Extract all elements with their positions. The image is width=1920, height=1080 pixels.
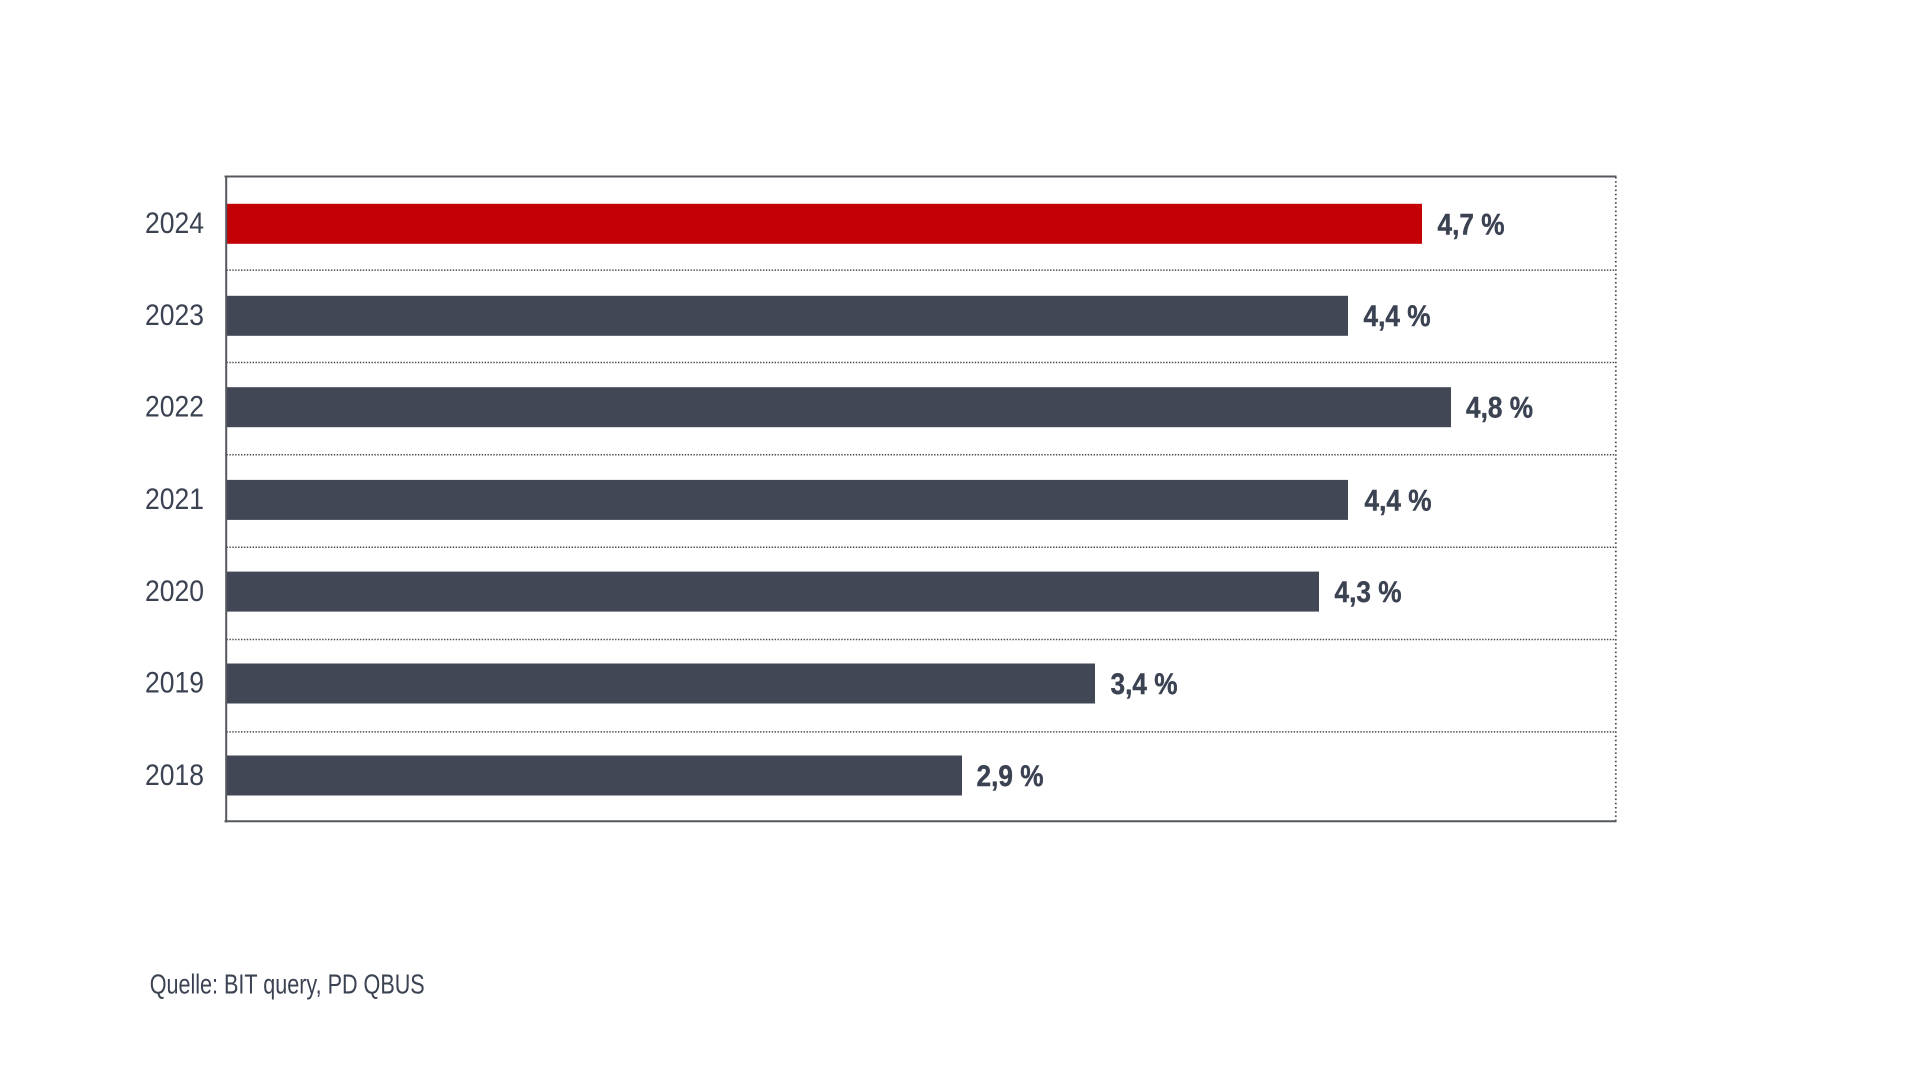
svg-text:4,4 %: 4,4 %	[1365, 484, 1432, 517]
svg-text:Quelle: BIT query, PD QBUS: Quelle: BIT query, PD QBUS	[150, 969, 425, 1000]
svg-text:2020: 2020	[145, 575, 204, 608]
svg-text:4,7 %: 4,7 %	[1438, 208, 1505, 241]
svg-text:4,4 %: 4,4 %	[1364, 300, 1431, 333]
svg-text:3,4 %: 3,4 %	[1111, 668, 1178, 701]
svg-text:2018: 2018	[145, 759, 204, 792]
svg-text:2019: 2019	[145, 667, 204, 700]
svg-text:2021: 2021	[145, 483, 204, 516]
svg-text:4,3 %: 4,3 %	[1335, 576, 1402, 609]
svg-text:2024: 2024	[145, 207, 204, 240]
svg-text:2,9 %: 2,9 %	[977, 760, 1044, 793]
svg-text:2023: 2023	[145, 299, 204, 332]
svg-text:2022: 2022	[145, 390, 204, 423]
svg-text:4,8 %: 4,8 %	[1466, 392, 1533, 425]
